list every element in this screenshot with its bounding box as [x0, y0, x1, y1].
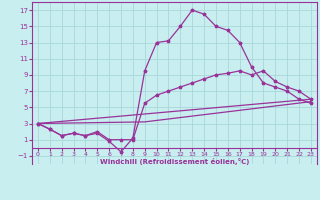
X-axis label: Windchill (Refroidissement éolien,°C): Windchill (Refroidissement éolien,°C) [100, 158, 249, 165]
